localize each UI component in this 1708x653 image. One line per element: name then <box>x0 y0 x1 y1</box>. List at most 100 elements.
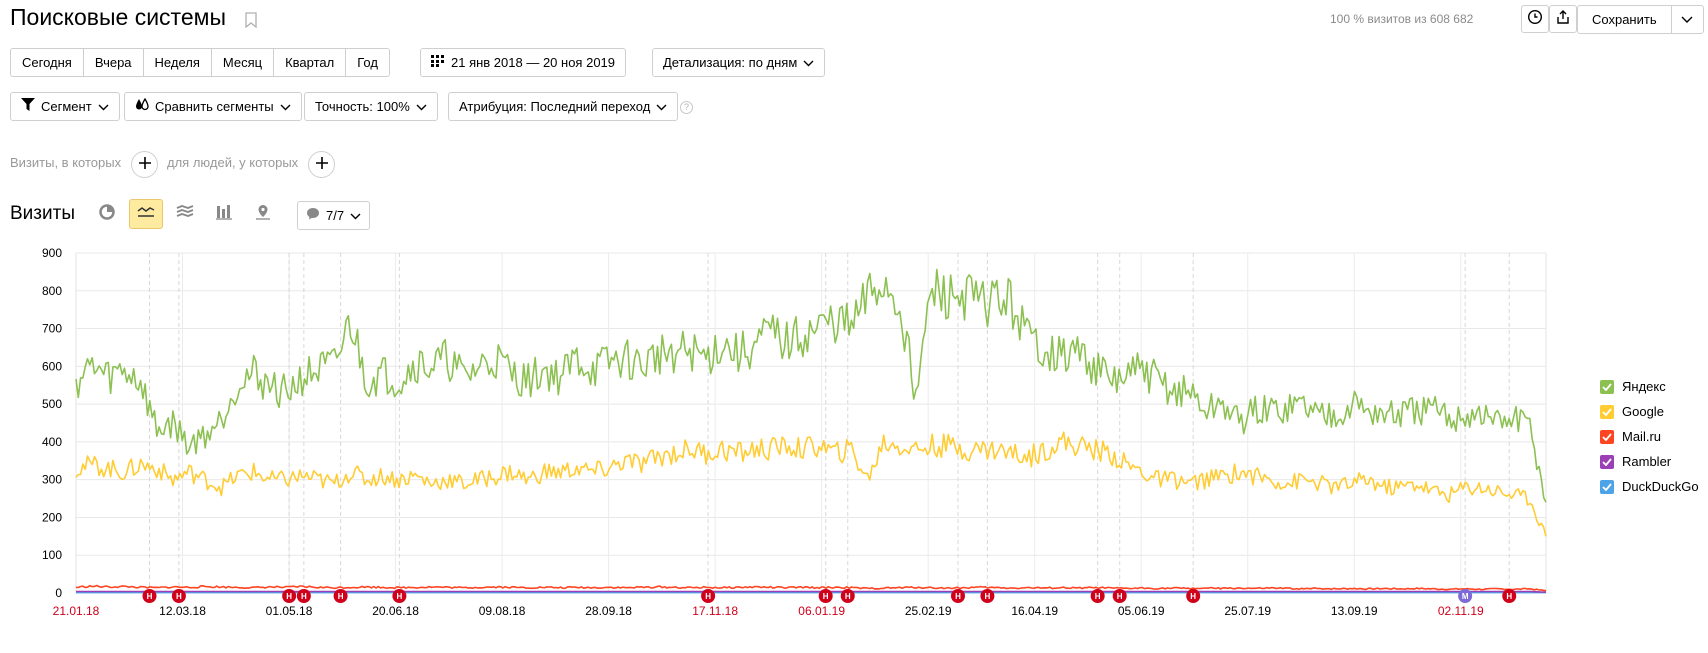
y-tick-label: 400 <box>42 435 62 449</box>
note-marker <box>171 589 186 603</box>
checkbox-checked-icon[interactable] <box>1600 454 1614 469</box>
series-line-яндекс <box>75 268 1547 503</box>
pie-chart-icon <box>99 203 115 225</box>
x-tick-label: 02.11.19 <box>1438 604 1484 618</box>
add-visit-condition-button[interactable] <box>131 151 158 178</box>
accuracy-label: Точность: 100% <box>315 99 410 114</box>
period-yesterday[interactable]: Вчера <box>84 49 144 76</box>
series-line-google <box>75 431 1547 537</box>
x-tick-label: 16.04.19 <box>1011 604 1058 618</box>
help-icon[interactable]: ? <box>680 101 693 114</box>
note-marker <box>333 589 348 603</box>
note-marker <box>701 589 716 603</box>
period-quarter[interactable]: Квартал <box>274 49 347 76</box>
plus-icon <box>138 156 151 174</box>
y-tick-label: 0 <box>55 586 62 600</box>
accuracy-dropdown[interactable]: Точность: 100% <box>304 92 438 121</box>
chart-type-area[interactable] <box>168 199 202 229</box>
chevron-down-icon <box>656 93 667 120</box>
comment-icon <box>306 202 320 229</box>
note-marker <box>296 589 311 603</box>
note-marker-label: Н <box>823 592 829 601</box>
chart-legend: Яндекс Google Mail.ru Rambler DuckDuckGo <box>1600 374 1699 499</box>
export-button[interactable] <box>1549 5 1577 33</box>
clock-icon <box>1527 9 1543 30</box>
notes-dropdown[interactable]: 7/7 <box>297 201 371 230</box>
funnel-icon <box>21 93 35 120</box>
chart-type-map[interactable] <box>246 199 280 229</box>
note-marker-label: Н <box>286 592 292 601</box>
note-marker <box>282 589 297 603</box>
chart-type-pie[interactable] <box>90 199 124 229</box>
legend-item[interactable]: Mail.ru <box>1600 424 1699 449</box>
segment-dropdown[interactable]: Сегмент <box>10 92 120 121</box>
x-tick-label: 05.06.19 <box>1118 604 1165 618</box>
legend-label: DuckDuckGo <box>1622 479 1699 494</box>
note-marker-label: Н <box>1506 592 1512 601</box>
checkbox-checked-icon[interactable] <box>1600 404 1614 419</box>
note-marker <box>951 589 965 603</box>
note-marker <box>1458 589 1473 603</box>
y-tick-label: 700 <box>42 322 62 336</box>
x-tick-label: 12.03.18 <box>159 604 206 618</box>
x-tick-label: 06.01.19 <box>798 604 845 618</box>
x-tick-label: 20.06.18 <box>372 604 419 618</box>
history-button[interactable] <box>1521 5 1549 33</box>
calendar-icon <box>431 49 445 76</box>
checkbox-checked-icon[interactable] <box>1600 479 1614 494</box>
note-marker <box>1112 589 1127 603</box>
compare-label: Сравнить сегменты <box>155 99 274 114</box>
area-chart-icon <box>176 204 194 224</box>
save-button-group: Сохранить <box>1577 5 1704 34</box>
x-tick-label: 01.05.18 <box>266 604 313 618</box>
page-title: Поисковые системы <box>10 4 226 30</box>
period-week[interactable]: Неделя <box>144 49 212 76</box>
note-marker <box>1090 589 1105 603</box>
y-tick-label: 900 <box>42 246 62 260</box>
visits-condition-label: Визиты, в которых <box>10 155 122 170</box>
visits-sampling-info: 100 % визитов из 608 682 <box>1330 12 1474 26</box>
note-marker-label: Н <box>1095 592 1101 601</box>
note-marker-label: Н <box>397 592 403 601</box>
attribution-dropdown[interactable]: Атрибуция: Последний переход <box>448 92 679 121</box>
legend-item[interactable]: DuckDuckGo <box>1600 474 1699 499</box>
visits-line-chart: 0 100 200 300 400 500 600 700 800 900 21.01.18 12.0… <box>42 246 1547 618</box>
note-marker <box>980 589 995 603</box>
people-condition-label: для людей, у которых <box>167 155 299 170</box>
period-month[interactable]: Месяц <box>212 49 275 76</box>
legend-item[interactable]: Google <box>1600 399 1699 424</box>
checkbox-checked-icon[interactable] <box>1600 429 1614 444</box>
add-people-condition-button[interactable] <box>308 151 335 178</box>
share-icon <box>1555 9 1571 30</box>
x-tick-label: 28.09.18 <box>585 604 632 618</box>
note-marker-label: Н <box>845 592 851 601</box>
compare-segments-dropdown[interactable]: Сравнить сегменты <box>124 92 302 121</box>
note-marker-label: Н <box>1190 592 1196 601</box>
legend-item[interactable]: Rambler <box>1600 449 1699 474</box>
chart-type-bars[interactable] <box>207 199 241 229</box>
date-range-picker[interactable]: 21 янв 2018 — 20 ноя 2019 <box>420 48 627 77</box>
x-tick-label: 25.02.19 <box>905 604 952 618</box>
x-tick-label: 09.08.18 <box>479 604 526 618</box>
save-options-button[interactable] <box>1670 6 1703 33</box>
note-marker-label: Н <box>955 592 961 601</box>
legend-label: Rambler <box>1622 454 1672 469</box>
series-line-rambler <box>76 590 1547 593</box>
note-marker-label: Н <box>705 592 711 601</box>
date-range-label: 21 янв 2018 — 20 ноя 2019 <box>451 55 616 70</box>
detail-dropdown[interactable]: Детализация: по дням <box>652 48 826 77</box>
x-tick-label: 21.01.18 <box>53 604 100 618</box>
period-today[interactable]: Сегодня <box>11 49 84 76</box>
note-marker <box>1186 589 1201 603</box>
save-button[interactable]: Сохранить <box>1592 12 1657 27</box>
bookmark-icon[interactable] <box>245 12 257 33</box>
note-marker <box>818 589 833 603</box>
y-tick-label: 800 <box>42 284 62 298</box>
chart-type-line[interactable] <box>129 199 163 229</box>
y-tick-label: 100 <box>42 548 62 562</box>
period-year[interactable]: Год <box>357 55 378 70</box>
checkbox-checked-icon[interactable] <box>1600 379 1614 394</box>
legend-item[interactable]: Яндекс <box>1600 374 1699 399</box>
bar-chart-icon <box>216 204 232 225</box>
note-marker-label: Н <box>985 592 991 601</box>
